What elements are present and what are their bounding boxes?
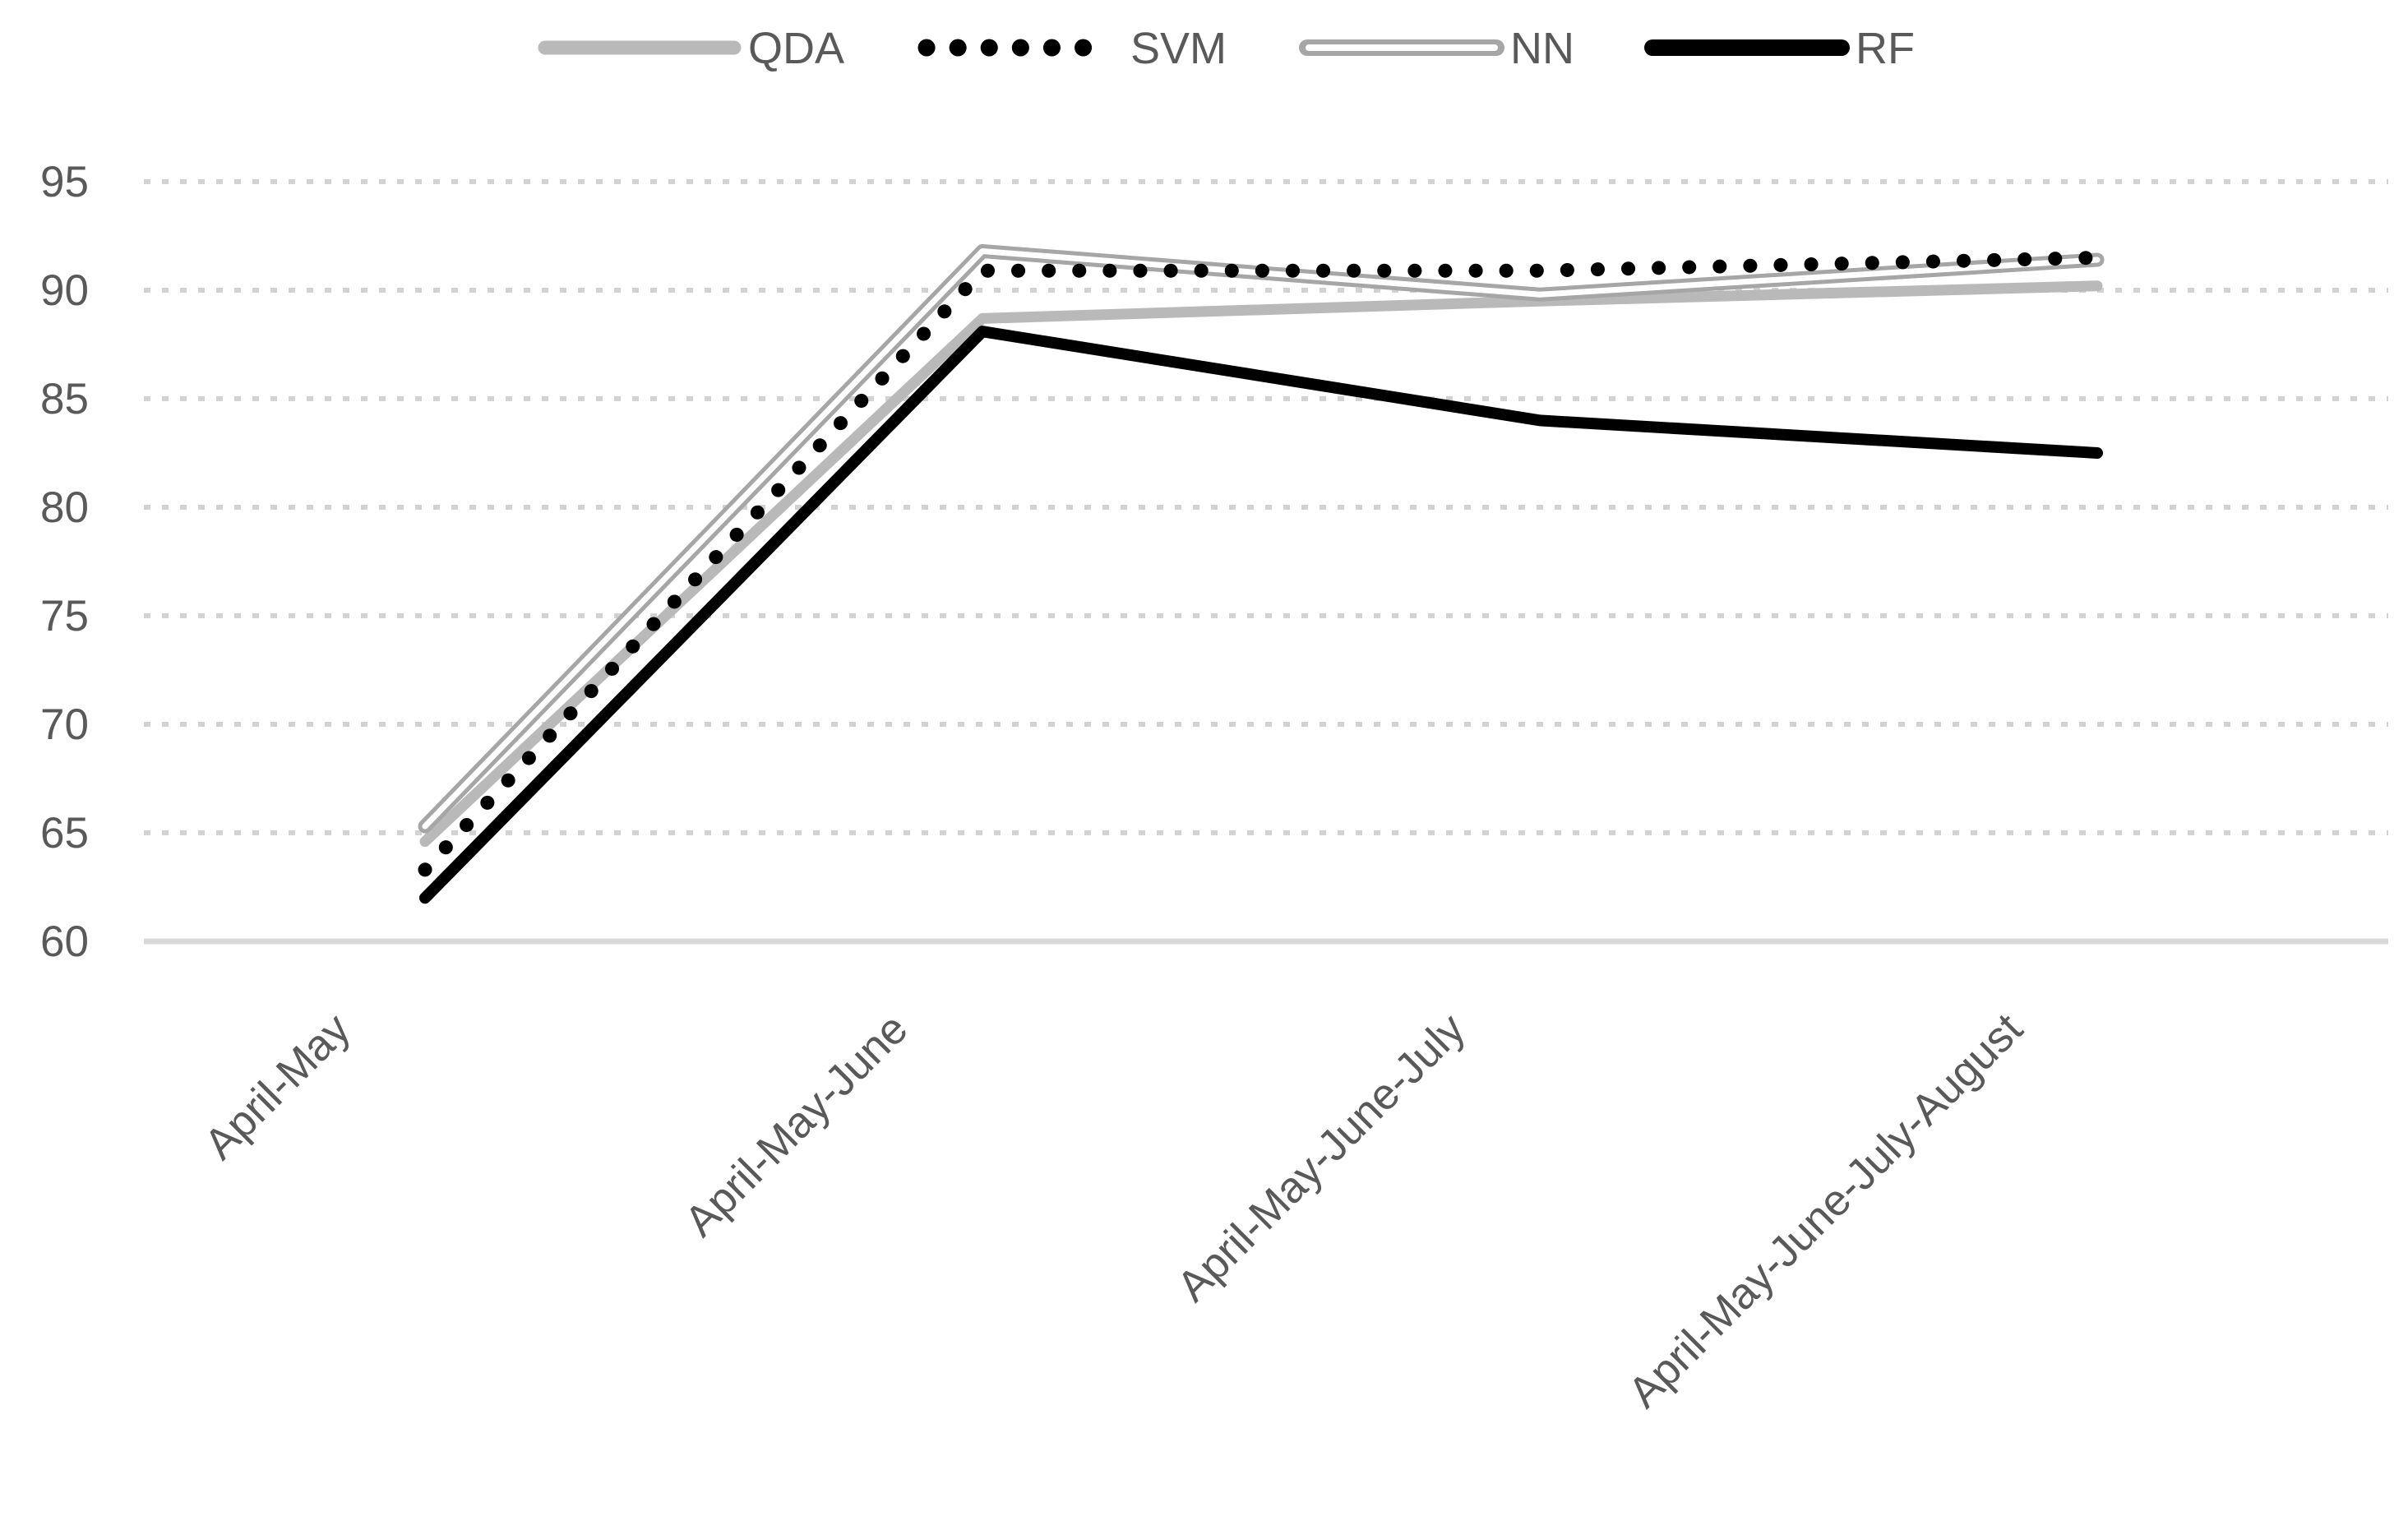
- x-tick-label: April-May: [196, 1004, 360, 1168]
- series-line-qda: [419, 280, 2103, 848]
- series-line-nn-inner: [422, 247, 2101, 830]
- legend-label-rf: RF: [1856, 24, 1915, 73]
- y-tick-label: 60: [40, 918, 89, 966]
- y-tick-label: 85: [40, 375, 89, 423]
- y-tick-label: 90: [40, 266, 89, 315]
- legend-label-nn: NN: [1510, 24, 1574, 73]
- x-tick-label: April-May-June: [676, 1005, 917, 1246]
- series-line-nn-outer: [418, 243, 2105, 834]
- x-tick-label: April-May-June-July: [1168, 1004, 1475, 1310]
- series-line-svm: [418, 250, 2105, 877]
- series-line-rf: [419, 326, 2103, 904]
- y-tick-label: 75: [40, 592, 89, 640]
- y-tick-label: 80: [40, 483, 89, 532]
- y-tick-label: 95: [40, 158, 89, 206]
- x-tick-label: April-May-June-July-August: [1619, 1005, 2031, 1417]
- legend-label-svm: SVM: [1130, 24, 1227, 73]
- y-tick-label: 70: [40, 700, 89, 749]
- y-tick-label: 65: [40, 809, 89, 857]
- legend-label-qda: QDA: [748, 24, 844, 73]
